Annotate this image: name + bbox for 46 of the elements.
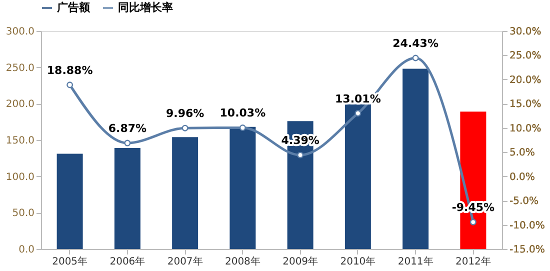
point [66, 82, 74, 88]
x-tick-label: 2007年 [167, 256, 203, 268]
data-label: 24.43% [392, 36, 438, 50]
y-tick-label: 200.0 [6, 99, 34, 110]
y2-tick-label: -10.0% [510, 220, 545, 232]
x-tick-label: 2009年 [282, 256, 318, 268]
y2-tick-label: 30.0% [510, 26, 542, 38]
y2-tick-label: 15.0% [510, 99, 542, 110]
data-label: 10.03% [220, 106, 266, 120]
legend-label: 同比增长率 [118, 1, 173, 14]
data-label: 18.88% [46, 64, 93, 77]
data-label: 6.87% [108, 122, 147, 136]
bar [230, 126, 256, 249]
x-tick-label: 2006年 [110, 256, 146, 268]
point [470, 218, 476, 226]
point [354, 110, 362, 117]
x-tick-label: 2010年 [340, 256, 376, 268]
y2-tick-label: 0.0% [510, 172, 535, 183]
bar [402, 68, 429, 249]
point [412, 54, 419, 62]
y2-tick-label: 20.0% [510, 74, 542, 86]
point [297, 152, 304, 158]
bar [344, 104, 371, 249]
y2-tick-label: 25.0% [510, 50, 542, 62]
y-tick-label: 250.0 [6, 62, 34, 74]
y-tick-label: 150.0 [6, 136, 34, 146]
bar [114, 148, 140, 249]
x-tick-label: 2012年 [455, 256, 491, 268]
point [239, 124, 246, 131]
y-tick-label: 0.0 [18, 244, 34, 256]
legend-label: 广告额 [56, 1, 91, 14]
point [182, 124, 188, 132]
y-tick-label: 50.0 [12, 208, 34, 220]
x-tick-label: 2008年 [224, 256, 260, 268]
y2-tick-label: 10.0% [510, 123, 542, 134]
x-tick-label: 2011年 [398, 256, 434, 268]
y2-tick-label: 5.0% [510, 148, 535, 159]
point [124, 140, 131, 146]
y2-tick-label: -15.0% [510, 244, 545, 256]
x-tick-label: 2005年 [52, 256, 88, 268]
y2-tick-label: -5.0% [510, 196, 539, 208]
data-label: 9.96% [166, 107, 204, 120]
y-tick-label: 100.0 [6, 172, 34, 183]
bar [172, 137, 198, 249]
y-tick-label: 300.0 [6, 26, 34, 38]
bar [56, 154, 83, 249]
